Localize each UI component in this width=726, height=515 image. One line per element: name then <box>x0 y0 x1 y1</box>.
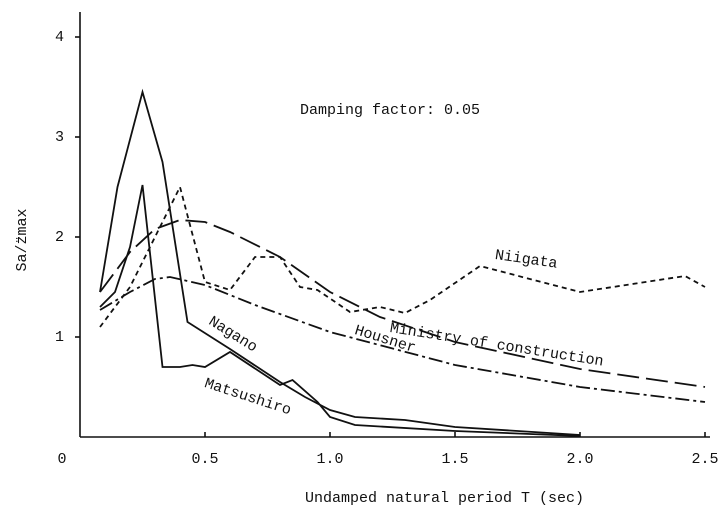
series-line <box>99 184 581 437</box>
y-axis-label: Sa/z̈max <box>14 208 31 271</box>
y-tick-label: 2 <box>55 229 64 246</box>
y-tick-label: 1 <box>55 329 64 346</box>
series-line <box>99 219 706 388</box>
x-tick-label: 2.0 <box>566 451 593 468</box>
x-tick-label: 2.5 <box>691 451 718 468</box>
series-line <box>99 88 581 436</box>
annotation: Damping factor: 0.05 <box>300 102 480 119</box>
y-tick-label: 4 <box>55 29 64 46</box>
x-tick-label: 0.5 <box>191 451 218 468</box>
x-axis-label: Undamped natural period T (sec) <box>305 490 584 507</box>
series-line <box>99 184 706 328</box>
x-tick-label: 0 <box>57 451 66 468</box>
x-tick-label: 1.5 <box>441 451 468 468</box>
series-label: Niigata <box>494 247 559 273</box>
series-label: Ministry of construction <box>389 320 605 371</box>
y-tick-label: 3 <box>55 129 64 146</box>
x-tick-label: 1.0 <box>316 451 343 468</box>
